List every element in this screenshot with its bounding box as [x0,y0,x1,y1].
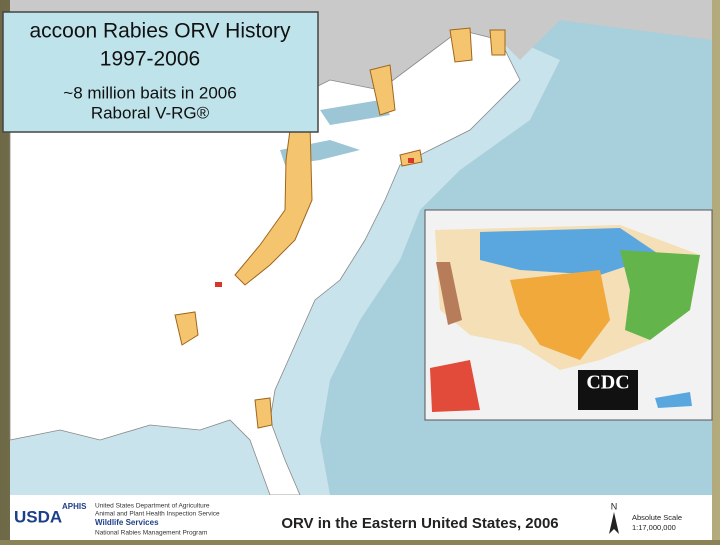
bait-zone [449,27,473,63]
alaska-zone [430,360,480,412]
scale: 1:17,000,000 [632,523,676,532]
usda-logo: USDA [14,507,62,526]
north-label: N [611,501,618,511]
lake-ontario [320,100,390,125]
inset-map: CDC [424,209,713,421]
raccoon-zone [620,250,700,340]
years: 1997-2006 [100,48,200,71]
puerto-rico [655,392,692,408]
aphis-logo: APHIS [62,502,87,511]
scale-label: Absolute Scale [632,513,682,522]
north-arrow [609,512,619,534]
agency-line: United States Department of Agriculture [95,503,210,510]
agency-line: Animal and Plant Health Inspection Servi… [95,511,220,518]
baits: ~8 million baits in 2006 [63,83,236,102]
wildlife-services: Wildlife Services [95,518,159,527]
map-title: ORV in the Eastern United States, 2006 [281,515,558,532]
vaccine: Raboral V-RG® [91,103,210,122]
program: National Rabies Management Program [95,530,207,537]
bait-zone [489,29,506,56]
bait-zone [254,397,273,429]
cdc-logo-box [578,370,638,410]
skunk-zone [480,228,660,275]
footer [10,495,712,540]
california-zone [436,262,462,325]
texas-zone [510,270,610,360]
contingency-zone [408,158,414,163]
bait-zone [174,311,199,346]
bait-zone [234,124,313,286]
title: accoon Rabies ORV History [29,20,291,43]
cdc-logo: CDC [586,372,629,394]
title-box [2,11,319,133]
bait-zone [369,64,396,116]
contingency-zone [215,282,222,287]
